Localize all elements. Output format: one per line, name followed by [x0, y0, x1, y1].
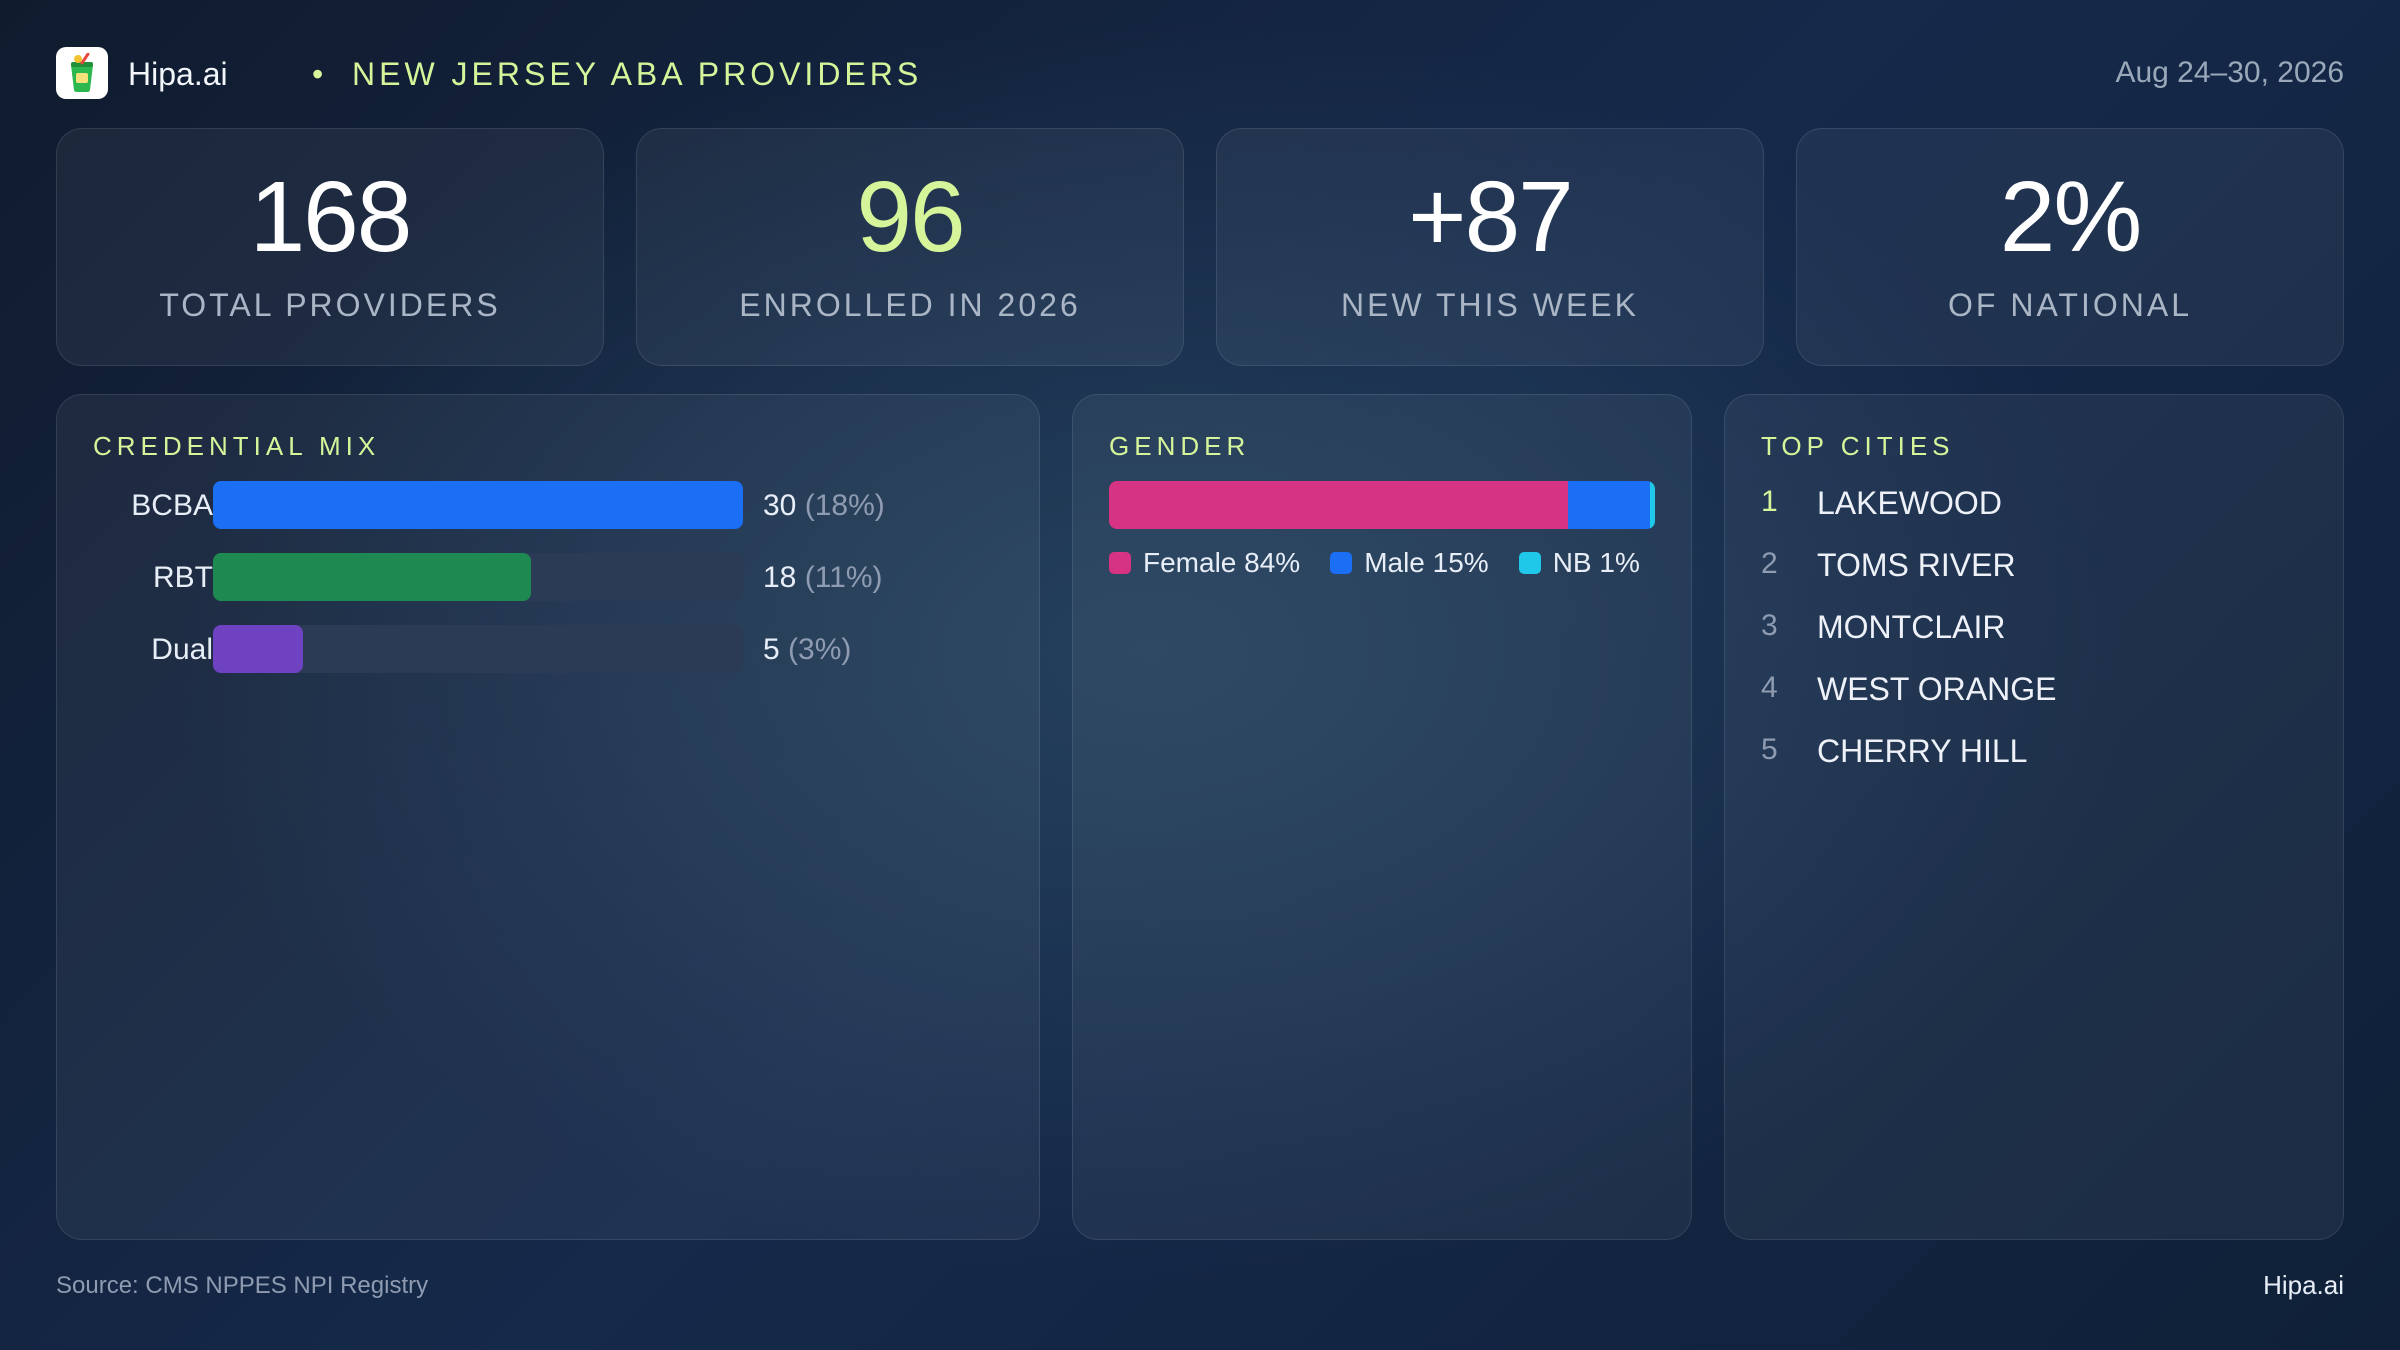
top-cities-panel: TOP CITIES 1 LAKEWOOD 2 TOMS RIVER 3 MON…: [1724, 394, 2344, 1240]
credential-bar-track: [213, 481, 743, 529]
credential-bar-fill: [213, 553, 531, 601]
page-title: NEW JERSEY ABA PROVIDERS: [352, 56, 923, 92]
credential-bar-fill: [213, 625, 304, 673]
gender-segment-female: [1109, 481, 1568, 529]
credential-count: 5: [763, 633, 780, 666]
city-name: WEST ORANGE: [1817, 671, 2057, 707]
kpi-value: 96: [856, 161, 965, 273]
kpi-card-enrolled: 96 ENROLLED IN 2026: [636, 128, 1184, 366]
legend-label: Female 84%: [1143, 547, 1301, 578]
credential-bar-fill: [213, 481, 743, 529]
city-name: LAKEWOOD: [1817, 485, 2002, 521]
credential-row-dual: Dual 5 (3%): [57, 625, 1039, 673]
date-range: Aug 24–30, 2026: [2115, 56, 2344, 89]
gender-segment-male: [1567, 481, 1650, 529]
city-list-item: 1 LAKEWOOD: [1761, 485, 2321, 529]
credential-value: 5 (3%): [763, 633, 851, 667]
drink-cup-icon: [56, 47, 108, 99]
credential-bar-track: [213, 553, 743, 601]
legend-item-female: Female 84%: [1109, 547, 1300, 579]
kpi-value: 2%: [1999, 161, 2143, 273]
credential-value: 18 (11%): [763, 561, 883, 595]
gender-panel: GENDER Female 84% Male 15% NB 1%: [1072, 394, 1692, 1240]
credential-row-rbt: RBT 18 (11%): [57, 553, 1039, 601]
legend-label: NB 1%: [1552, 547, 1640, 578]
legend-item-nb: NB 1%: [1518, 547, 1640, 579]
credential-count: 18: [763, 561, 797, 594]
legend-swatch: [1109, 552, 1131, 574]
city-list-item: 2 TOMS RIVER: [1761, 547, 2321, 591]
kpi-value: 168: [249, 161, 413, 273]
credential-count: 30: [763, 489, 797, 522]
legend-item-male: Male 15%: [1330, 547, 1489, 579]
panel-title: GENDER: [1109, 431, 1251, 461]
panel-title: CREDENTIAL MIX: [93, 431, 381, 461]
city-list-item: 4 WEST ORANGE: [1761, 671, 2321, 715]
credential-mix-panel: CREDENTIAL MIX BCBA 30 (18%) RBT 18 (11%…: [56, 394, 1040, 1240]
gender-stacked-bar: [1109, 481, 1655, 529]
credential-label: RBT: [153, 561, 213, 594]
city-rank: 4: [1761, 671, 1778, 704]
city-name: CHERRY HILL: [1817, 733, 2028, 769]
city-name: TOMS RIVER: [1817, 547, 2016, 583]
kpi-label: NEW THIS WEEK: [1341, 287, 1639, 323]
city-rank: 1: [1761, 485, 1778, 518]
city-rank: 3: [1761, 609, 1778, 642]
credential-value: 30 (18%): [763, 489, 885, 523]
credential-label: BCBA: [131, 489, 213, 522]
title-separator: •: [312, 56, 324, 92]
kpi-card-of-national: 2% OF NATIONAL: [1796, 128, 2344, 366]
footer-brand: Hipa.ai: [2263, 1270, 2344, 1300]
credential-bar-track: [213, 625, 743, 673]
city-rank: 2: [1761, 547, 1778, 580]
panel-title: TOP CITIES: [1761, 431, 1955, 461]
credential-percent: (3%): [788, 633, 852, 666]
credential-label: Dual: [151, 633, 213, 666]
kpi-value: +87: [1408, 161, 1574, 273]
kpi-label: ENROLLED IN 2026: [739, 287, 1081, 323]
city-list-item: 3 MONTCLAIR: [1761, 609, 2321, 653]
footer-source: Source: CMS NPPES NPI Registry: [56, 1272, 429, 1299]
credential-percent: (11%): [804, 561, 883, 594]
city-rank: 5: [1761, 733, 1778, 766]
legend-swatch: [1518, 552, 1541, 574]
gender-legend: Female 84% Male 15% NB 1%: [1109, 547, 1670, 579]
credential-row-bcba: BCBA 30 (18%): [57, 481, 1039, 529]
credential-percent: (18%): [804, 489, 885, 522]
legend-swatch: [1330, 552, 1353, 574]
kpi-card-new-this-week: +87 NEW THIS WEEK: [1216, 128, 1764, 366]
gender-segment-nb: [1649, 481, 1655, 529]
legend-label: Male 15%: [1364, 547, 1489, 578]
kpi-label: TOTAL PROVIDERS: [159, 287, 501, 323]
kpi-card-total-providers: 168 TOTAL PROVIDERS: [56, 128, 604, 366]
kpi-label: OF NATIONAL: [1948, 287, 2192, 323]
city-name: MONTCLAIR: [1817, 609, 2006, 645]
header: Hipa.ai • NEW JERSEY ABA PROVIDERS Aug 2…: [56, 46, 2344, 102]
city-list-item: 5 CHERRY HILL: [1761, 733, 2321, 777]
brand-name: Hipa.ai: [128, 56, 228, 92]
